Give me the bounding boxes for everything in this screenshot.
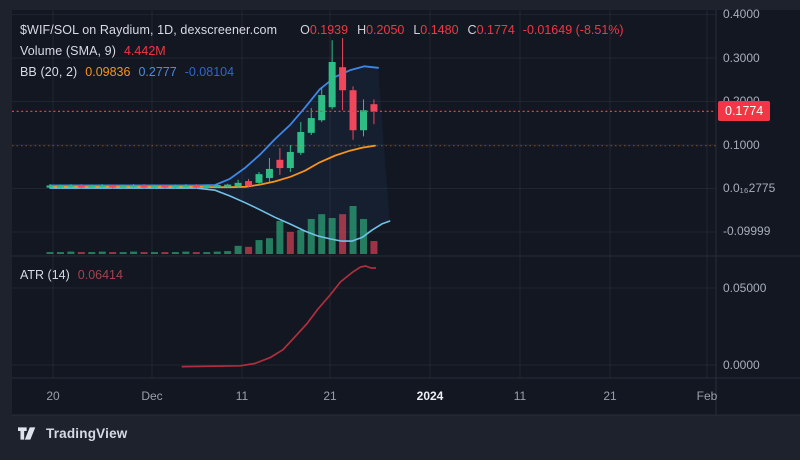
- atr-indicator-label[interactable]: ATR (14): [20, 268, 70, 282]
- atr-value: 0.06414: [77, 268, 123, 282]
- volume-row: Volume (SMA, 9) 4.442M: [20, 41, 624, 62]
- time-axis-label: 20: [46, 389, 60, 403]
- time-axis-label: 21: [603, 389, 617, 403]
- price-axis-label: 0.3000: [723, 50, 760, 65]
- atr-layer: [181, 265, 376, 368]
- time-axis-label: 11: [235, 389, 249, 403]
- current-price-label: 0.1774: [718, 101, 771, 122]
- bb-basis-value: 0.09836: [85, 65, 131, 79]
- volume-indicator-label[interactable]: Volume (SMA, 9): [20, 44, 116, 58]
- legend-main: $WIF/SOL on Raydium, 1D, dexscreener.com…: [20, 20, 624, 83]
- price-axis-label: 0.1000: [723, 137, 760, 152]
- open-label: O: [300, 23, 310, 37]
- bb-upper-value: 0.2777: [138, 65, 177, 79]
- bb-lines-layer: [49, 65, 391, 242]
- bb-lower-value: -0.08104: [184, 65, 235, 79]
- open-value: 0.1939: [309, 23, 349, 37]
- chart-background: [12, 10, 800, 415]
- price-axis-label: 0.0₁₆2775: [723, 180, 776, 195]
- price-axis-label: 0.4000: [723, 7, 760, 22]
- bb-indicator-label[interactable]: BB (20, 2): [20, 65, 78, 79]
- change-value: -0.01649 (-8.51%): [522, 23, 624, 37]
- low-value: 0.1480: [420, 23, 459, 37]
- tradingview-logo-icon: [18, 427, 36, 440]
- volume-layer: [46, 206, 378, 254]
- symbol-row: $WIF/SOL on Raydium, 1D, dexscreener.com…: [20, 20, 624, 41]
- atr-axis-label: 0.05000: [723, 280, 767, 295]
- symbol-title[interactable]: $WIF/SOL on Raydium, 1D, dexscreener.com: [20, 23, 278, 37]
- volume-value: 4.442M: [123, 44, 166, 58]
- candles-layer: [46, 38, 378, 189]
- close-value: 0.1774: [476, 23, 515, 37]
- price-axis-label: -0.09999: [723, 224, 771, 239]
- high-value: 0.2050: [366, 23, 405, 37]
- atr-axis-label: 0.0000: [723, 357, 760, 372]
- bb-row: BB (20, 2) 0.09836 0.2777 -0.08104: [20, 62, 624, 83]
- time-axis-label: Dec: [141, 389, 163, 403]
- high-label: H: [357, 23, 367, 37]
- close-label: C: [467, 23, 477, 37]
- price-lines-layer: [12, 110, 716, 147]
- time-axis-label: 2024: [416, 389, 444, 403]
- pane-borders: [12, 10, 800, 416]
- tradingview-attribution[interactable]: TradingView: [18, 426, 127, 441]
- bb-fill-region: [50, 66, 390, 242]
- low-label: L: [413, 23, 421, 37]
- time-axis-label: Feb: [696, 389, 718, 403]
- time-axis-label: 21: [323, 389, 337, 403]
- legend-atr: ATR (14) 0.06414: [20, 268, 123, 282]
- time-axis-label: 11: [513, 389, 527, 403]
- tradingview-brand: TradingView: [46, 426, 128, 441]
